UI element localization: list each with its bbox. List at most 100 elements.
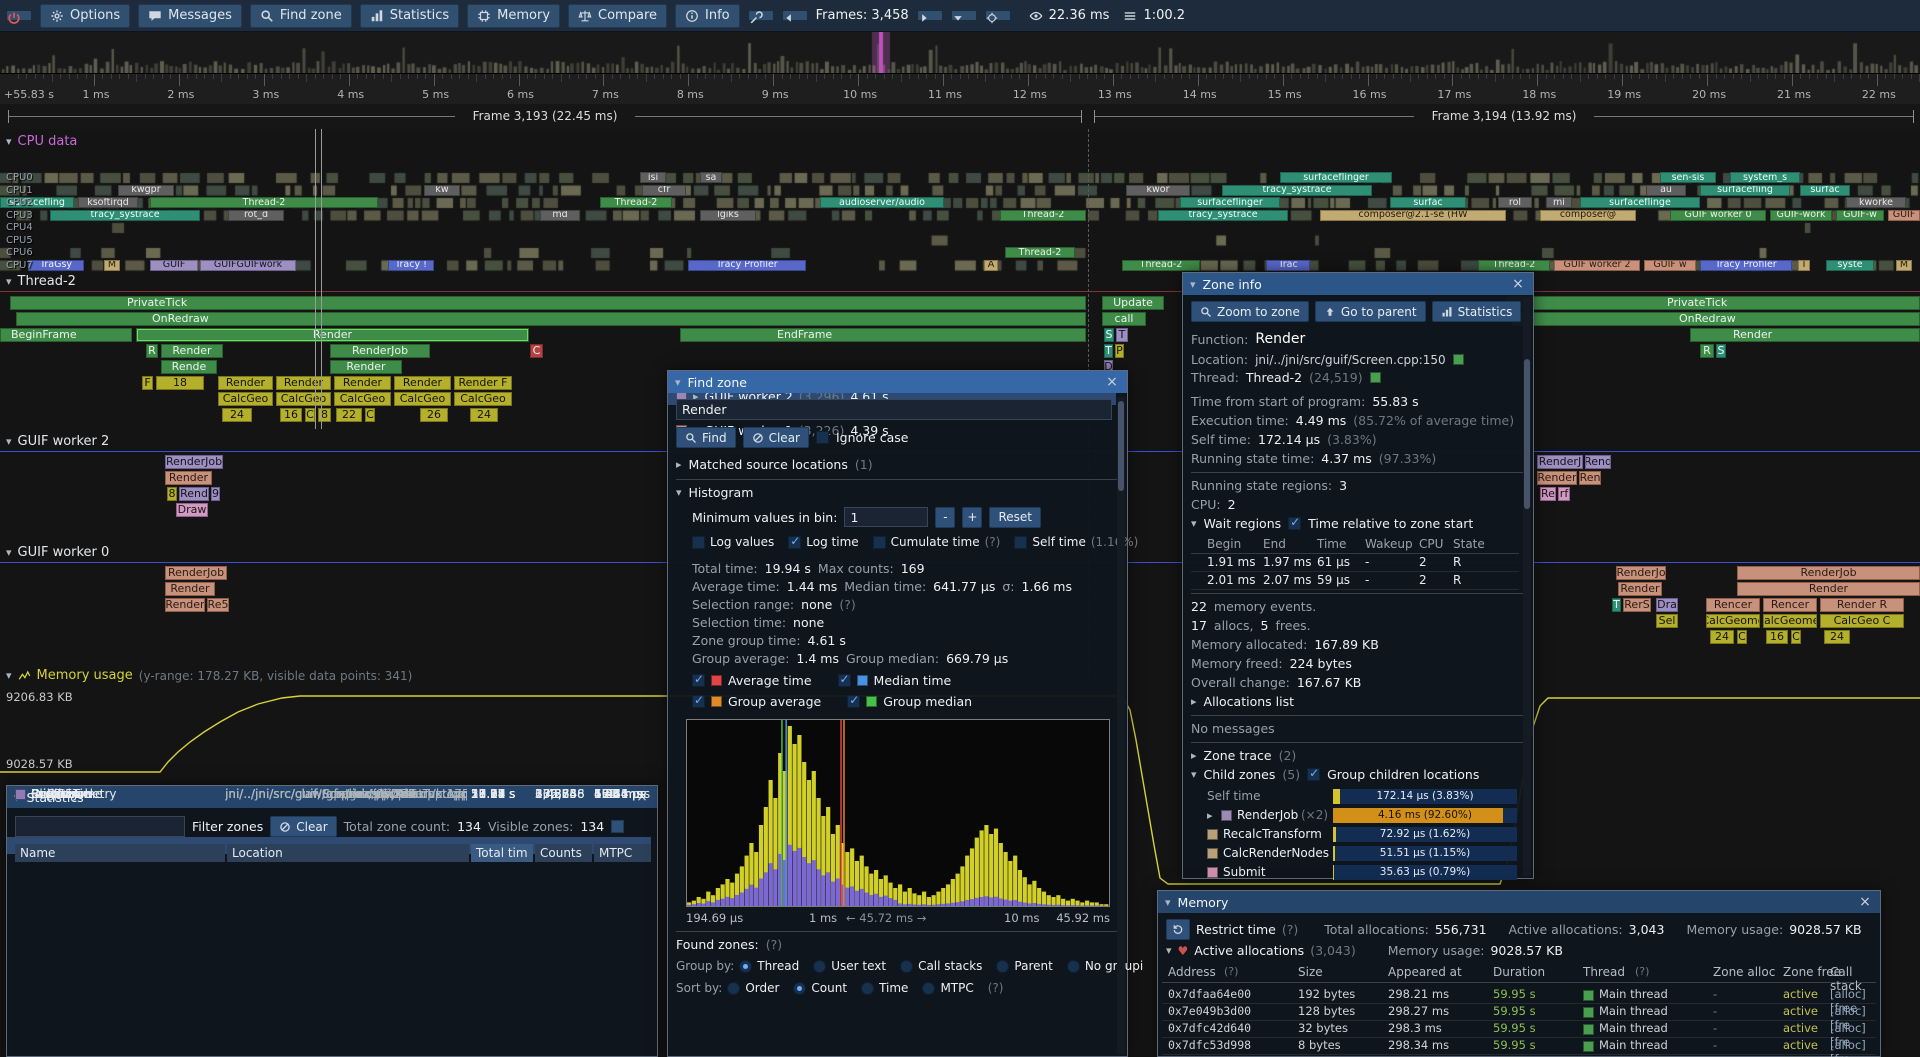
min-bin-input[interactable] [844, 507, 929, 527]
group-average-checkbox[interactable] [692, 693, 705, 708]
group-by-no-groupi[interactable] [1066, 959, 1080, 973]
tools-button[interactable] [747, 10, 774, 24]
memory-column-header[interactable]: Address [1168, 965, 1216, 979]
cpu-segment[interactable]: A [984, 259, 998, 271]
memory-window[interactable]: ▾ Memory × Restrict time (?) Total allocation… [1157, 890, 1881, 1057]
timeline-zone[interactable]: RerS [1623, 598, 1651, 612]
timeline-zone[interactable]: 26 [420, 408, 448, 422]
cpu-segment[interactable]: surfac [1390, 197, 1466, 208]
cpu-segment[interactable]: GUIF-w [1836, 209, 1884, 221]
timeline-zone[interactable]: Render [165, 471, 212, 485]
cpu-segment[interactable]: Tracy Profiler [1700, 259, 1792, 271]
statistics-table-row[interactable]: OnRedraw jni/../jni/src/claw/application/… [7, 787, 651, 820]
timeline-zone[interactable]: Rencer [1763, 598, 1817, 612]
median-time-checkbox[interactable] [837, 672, 851, 687]
timeline-zone[interactable]: T [1104, 344, 1113, 358]
timeline-zone[interactable]: OnRedraw [1512, 312, 1920, 326]
timeline-zone[interactable]: Ren [1579, 471, 1601, 485]
cpu-segment[interactable]: surfacefling [1700, 184, 1790, 196]
timeline-zone[interactable]: Re5 [207, 598, 229, 612]
filter-zones-input[interactable] [15, 816, 185, 837]
cpu-segment[interactable]: Tracy ! [388, 259, 434, 271]
cpu-segment[interactable]: GUIF w [1644, 259, 1696, 271]
timeline-zone[interactable]: 8 [318, 408, 331, 422]
timeline-zone[interactable]: Render [1737, 582, 1920, 596]
child-zone-row[interactable]: RecalcTransform 72.92 µs (1.62%) [1191, 826, 1519, 844]
timeline-zone[interactable]: RenderJob [330, 344, 430, 358]
cpu-segment[interactable]: mi [1546, 197, 1572, 208]
reset-button[interactable]: Reset [989, 506, 1041, 528]
cpu-segment[interactable]: surfaceflinge [1580, 197, 1700, 208]
clear-filter-button[interactable]: Clear [270, 816, 337, 837]
compare-button[interactable]: Compare [568, 3, 668, 28]
timeline-zone[interactable]: 24 [1824, 630, 1850, 644]
memory-column-header[interactable]: Zone free [1783, 965, 1842, 979]
cpu-segment[interactable]: md [540, 209, 580, 221]
allocation-row[interactable]: 0x7e049b3d00 128 bytes 298.27 ms 59.95 s Mai… [1162, 1004, 1876, 1032]
statistics-button[interactable]: Statistics [359, 3, 460, 28]
cpu-segment[interactable]: tracy_systrace [1222, 184, 1372, 196]
zoom-to-zone-button[interactable]: Zoom to zone [1191, 301, 1309, 322]
column-header-total-tim[interactable]: Total tim [471, 844, 533, 862]
matched-source-locations-header[interactable]: ▸ Matched source locations (1) [676, 457, 873, 472]
cpu-segment[interactable]: composer@ [1540, 209, 1636, 221]
timeline-zone[interactable]: Rend [1585, 455, 1611, 469]
timeline-zone[interactable]: BeginFrame [0, 328, 132, 342]
power-button[interactable] [6, 10, 32, 24]
timeline-zone[interactable]: Re [1540, 487, 1556, 501]
timeline-zone[interactable]: CalcGeo [276, 392, 331, 406]
statistics-table-row[interactable]: Render jni/../jni/src/guif/Control.cpp:34… [7, 787, 651, 888]
cpu-data-section-header[interactable]: ▾ CPU data [6, 134, 77, 149]
sort-by-time[interactable] [861, 981, 875, 995]
cpu-segment[interactable]: au [1646, 184, 1686, 196]
timeline-zone[interactable]: R [1700, 344, 1714, 358]
allocation-row[interactable]: 0x7dfaa64e00 192 bytes 298.21 ms 59.95 s Mai… [1162, 987, 1876, 1015]
statistics-table-row[interactable]: EndFrame jni/../jni/src/claw/gfx/drv/vk/D… [7, 787, 651, 871]
timeline-zone[interactable]: Render [165, 582, 215, 596]
thread-section-header[interactable]: ▾ GUIF worker 0 [6, 545, 109, 560]
cpu-segment[interactable]: kwor [1126, 184, 1190, 196]
sort-by-mtpc[interactable] [922, 981, 936, 995]
cpu-segment[interactable]: M [1896, 259, 1912, 271]
timeline-zone[interactable]: Dra [1656, 598, 1678, 612]
allocation-row[interactable]: 0x7dfc53d998 8 bytes 298.34 ms 59.95 s Main … [1162, 1038, 1876, 1057]
timeline-zone[interactable]: call [1102, 312, 1146, 326]
timeline-zone[interactable]: Draw [176, 503, 208, 517]
zone-info-window[interactable]: ▾ Zone info × Zoom to zone Go to parent Stati… [1182, 272, 1534, 880]
timeline-zone[interactable]: T [1116, 328, 1128, 342]
timeline-zone[interactable]: CalcGeo C [1820, 614, 1904, 628]
timeline-zone[interactable]: RenderJ [1537, 455, 1583, 469]
cpu-segment[interactable]: surfac [1800, 184, 1850, 196]
next-frame-button[interactable] [916, 10, 943, 22]
cpu-segment[interactable]: isi [640, 172, 666, 183]
cpu-segment[interactable]: composer@2.1-se (HW [1320, 209, 1506, 221]
timeline-zone[interactable]: 24 [470, 408, 498, 422]
cpu-segment[interactable]: lgiks [700, 209, 756, 221]
cpu-segment[interactable]: syste [1826, 259, 1874, 271]
messages-button[interactable]: Messages [138, 3, 242, 28]
timeline-zone[interactable]: Render [161, 344, 223, 358]
cpu-segment[interactable]: tracy_systrace [50, 209, 200, 221]
timeline-zone[interactable]: Render [330, 360, 402, 374]
close-icon[interactable]: × [1512, 276, 1524, 292]
go-to-parent-button[interactable]: Go to parent [1314, 301, 1426, 322]
timeline-zone[interactable]: Render [1537, 471, 1577, 485]
statistics-table-row[interactable]: Render jni/../jni/src/guif/Screen.cpp:150… [7, 787, 651, 905]
cpu-segment[interactable]: GUIF-work [1770, 209, 1832, 221]
timeline-zone[interactable]: PrivateTick [10, 296, 1086, 310]
cpu-segment[interactable]: GUIF worker 0 [1670, 209, 1766, 221]
timeline-zone[interactable]: C [1791, 630, 1801, 644]
cpu-segment[interactable]: Tracy Profiler [688, 259, 806, 271]
statistics-table-row[interactable]: CalcGeometry jni/../jni/src/claw/graphics… [7, 787, 651, 956]
scrollbar[interactable] [1117, 397, 1125, 1054]
cpu-segment[interactable]: surfaceflinger [1180, 197, 1280, 208]
timeline-zone[interactable]: CalcGeomet [1763, 614, 1817, 628]
timeline-zone[interactable]: Render [136, 328, 529, 342]
timeline-zone[interactable]: Render [1618, 582, 1662, 596]
frame-overview-strip[interactable] [0, 32, 1920, 73]
scrollbar[interactable] [1523, 299, 1531, 876]
frames-row[interactable]: Frame 3,193 (22.45 ms) Frame 3,194 (13.92… [0, 104, 1920, 129]
statistics-table-row[interactable]: RenderJob jni/../jni/src/guif/Screen.cpp:… [7, 787, 651, 837]
timeline-zone[interactable]: 22 [336, 408, 362, 422]
find-zone-histogram[interactable] [686, 719, 1110, 907]
